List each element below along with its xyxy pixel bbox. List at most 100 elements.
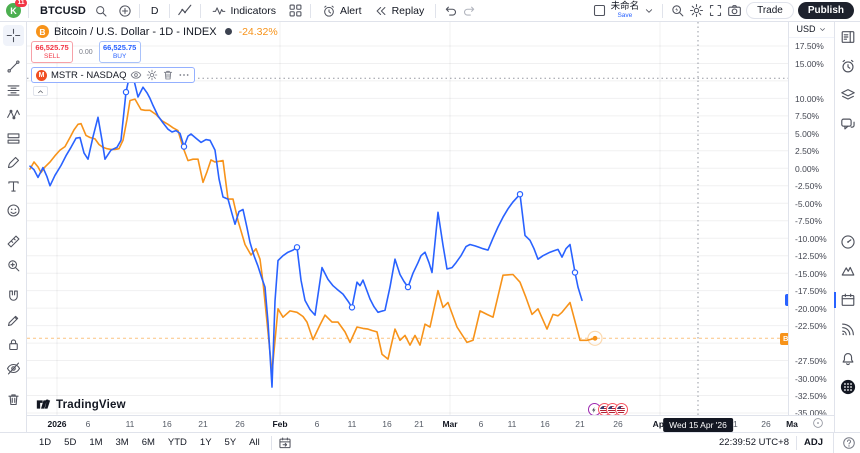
time-tick-label: Ma (786, 419, 798, 429)
sidebar-data-feed-button[interactable] (839, 320, 857, 338)
range-3m-button[interactable]: 3M (115, 437, 129, 448)
time-axis[interactable]: Wed 15 Apr '26 2026 6 11 16 21 26 Feb 6 11 16 21 Ma… (27, 415, 834, 432)
long-position-icon (6, 131, 21, 146)
tradingview-logo-icon (36, 397, 51, 412)
hide-drawings-icon (6, 361, 21, 376)
market-status-icon (224, 28, 232, 35)
ruler-tool[interactable] (3, 231, 24, 252)
sidebar-calendar-button[interactable] (839, 291, 857, 309)
compare-add-symbol-icon[interactable] (118, 4, 132, 18)
symbol-search-button[interactable]: BTCUSD (40, 4, 86, 17)
divider (435, 3, 437, 18)
sell-button[interactable]: 66,525.75 SELL (31, 41, 73, 63)
price-tick-label: 2.50% (795, 146, 820, 157)
sidebar-pine-editor-button[interactable] (839, 262, 857, 280)
divider (200, 3, 202, 18)
range-1y-button[interactable]: 1Y (199, 437, 212, 448)
alert-button[interactable]: Alert (318, 2, 366, 20)
emoji-icon (6, 203, 21, 218)
bitcoin-logo-icon: B (36, 25, 49, 38)
sidebar-watchlist-button[interactable] (839, 28, 857, 46)
remove-drawings-tool[interactable] (3, 389, 24, 410)
fib-retracement-tool[interactable] (3, 80, 24, 101)
indicators-button[interactable]: Indicators (208, 2, 280, 20)
adjust-data-toggle[interactable]: ADJ (803, 437, 823, 448)
symbol-title: Bitcoin / U.S. Dollar - 1D - INDEX (54, 25, 217, 38)
range-ytd-button[interactable]: YTD (167, 437, 187, 448)
symbol-search-icon[interactable] (94, 4, 108, 18)
trade-button[interactable]: Trade (746, 2, 794, 19)
quick-search-icon[interactable] (670, 3, 685, 18)
fullscreen-icon[interactable] (708, 3, 723, 18)
redo-icon[interactable] (462, 3, 477, 18)
drawing-toolbar (0, 22, 27, 432)
visibility-eye-icon[interactable] (130, 69, 142, 81)
layout-chevron-down-icon[interactable] (643, 5, 655, 17)
text-tool[interactable] (3, 176, 24, 197)
series-settings-icon[interactable] (146, 69, 158, 81)
clock[interactable]: 22:39:52 UTC+8 (719, 437, 789, 448)
divider (270, 435, 272, 450)
sidebar-object-tree-button[interactable] (839, 86, 857, 104)
publish-button[interactable]: Publish (797, 2, 854, 19)
sidebar-apps-menu-button[interactable] (839, 378, 857, 396)
range-1m-button[interactable]: 1M (89, 437, 103, 448)
price-tick-label: -7.50% (795, 216, 822, 227)
sidebar-notifications-button[interactable] (839, 349, 857, 367)
chart-pane[interactable]: B Bitcoin / U.S. Dollar - 1D - INDEX -24… (27, 22, 788, 415)
drawing-pencil-tool[interactable] (3, 310, 24, 331)
main-symbol-legend[interactable]: B Bitcoin / U.S. Dollar - 1D - INDEX -24… (36, 25, 278, 38)
settings-gear-icon[interactable] (689, 3, 704, 18)
range-all-button[interactable]: All (249, 437, 260, 448)
long-position-tool[interactable] (3, 128, 24, 149)
indicator-templates-icon[interactable] (288, 3, 303, 18)
magnet-tool[interactable] (3, 286, 24, 307)
hide-drawings-tool[interactable] (3, 358, 24, 379)
range-5d-button[interactable]: 5D (64, 437, 77, 448)
sidebar-alerts-button[interactable] (839, 57, 857, 75)
currency-chevron-icon (818, 25, 827, 34)
sidebar-chat-button[interactable] (839, 115, 857, 133)
snapshot-camera-icon[interactable] (727, 3, 742, 18)
range-1d-button[interactable]: 1D (39, 437, 52, 448)
divider (662, 3, 664, 18)
price-axis[interactable]: USD 17.50% 15.00% 10.00% 7.50% 5.00% 2.50% 0.0… (788, 22, 834, 418)
chart-style-icon[interactable] (177, 3, 193, 19)
legend-collapse-button[interactable] (33, 86, 48, 96)
currency-selector[interactable]: USD (789, 24, 834, 38)
more-options-icon[interactable] (178, 69, 190, 81)
crosshair-tool[interactable] (2, 25, 24, 46)
zoom-in-tool[interactable] (3, 255, 24, 276)
screener-icon (840, 234, 856, 250)
sidebar-screener-button[interactable] (839, 233, 857, 251)
go-to-date-icon[interactable] (278, 436, 292, 450)
event-markers-row (27, 403, 788, 415)
layout-name-button[interactable]: 未命名 Save (611, 2, 640, 19)
price-chart[interactable] (27, 22, 788, 415)
overlay-symbol-legend[interactable]: M MSTR - NASDAQ (31, 67, 196, 83)
xabcd-pattern-tool[interactable] (3, 104, 24, 125)
layout-select-icon[interactable] (592, 3, 607, 18)
emoji-tool[interactable] (3, 200, 24, 221)
replay-button[interactable]: Replay (370, 2, 429, 20)
cursor-target-icon (812, 417, 824, 429)
user-avatar[interactable]: K 11 (6, 0, 27, 18)
price-tick-label: -12.50% (795, 251, 827, 262)
us-economic-event-marker[interactable] (614, 403, 628, 415)
range-5y-button[interactable]: 5Y (224, 437, 237, 448)
buy-label: BUY (112, 52, 127, 60)
delete-series-icon[interactable] (162, 69, 174, 81)
trend-line-tool[interactable] (3, 56, 24, 77)
undo-icon[interactable] (443, 3, 458, 18)
range-6m-button[interactable]: 6M (141, 437, 155, 448)
price-tick-label: 15.00% (795, 58, 824, 69)
buy-button[interactable]: 66,525.75 BUY (98, 41, 141, 63)
lightning-bolt-icon (590, 406, 598, 414)
interval-button[interactable]: D (150, 4, 159, 17)
price-tick-label: -17.50% (795, 286, 827, 297)
price-tick-label: -22.50% (795, 321, 827, 332)
help-icon[interactable] (842, 436, 856, 450)
xabcd-pattern-icon (6, 107, 21, 122)
lock-drawings-tool[interactable] (3, 334, 24, 355)
brush-tool[interactable] (3, 152, 24, 173)
